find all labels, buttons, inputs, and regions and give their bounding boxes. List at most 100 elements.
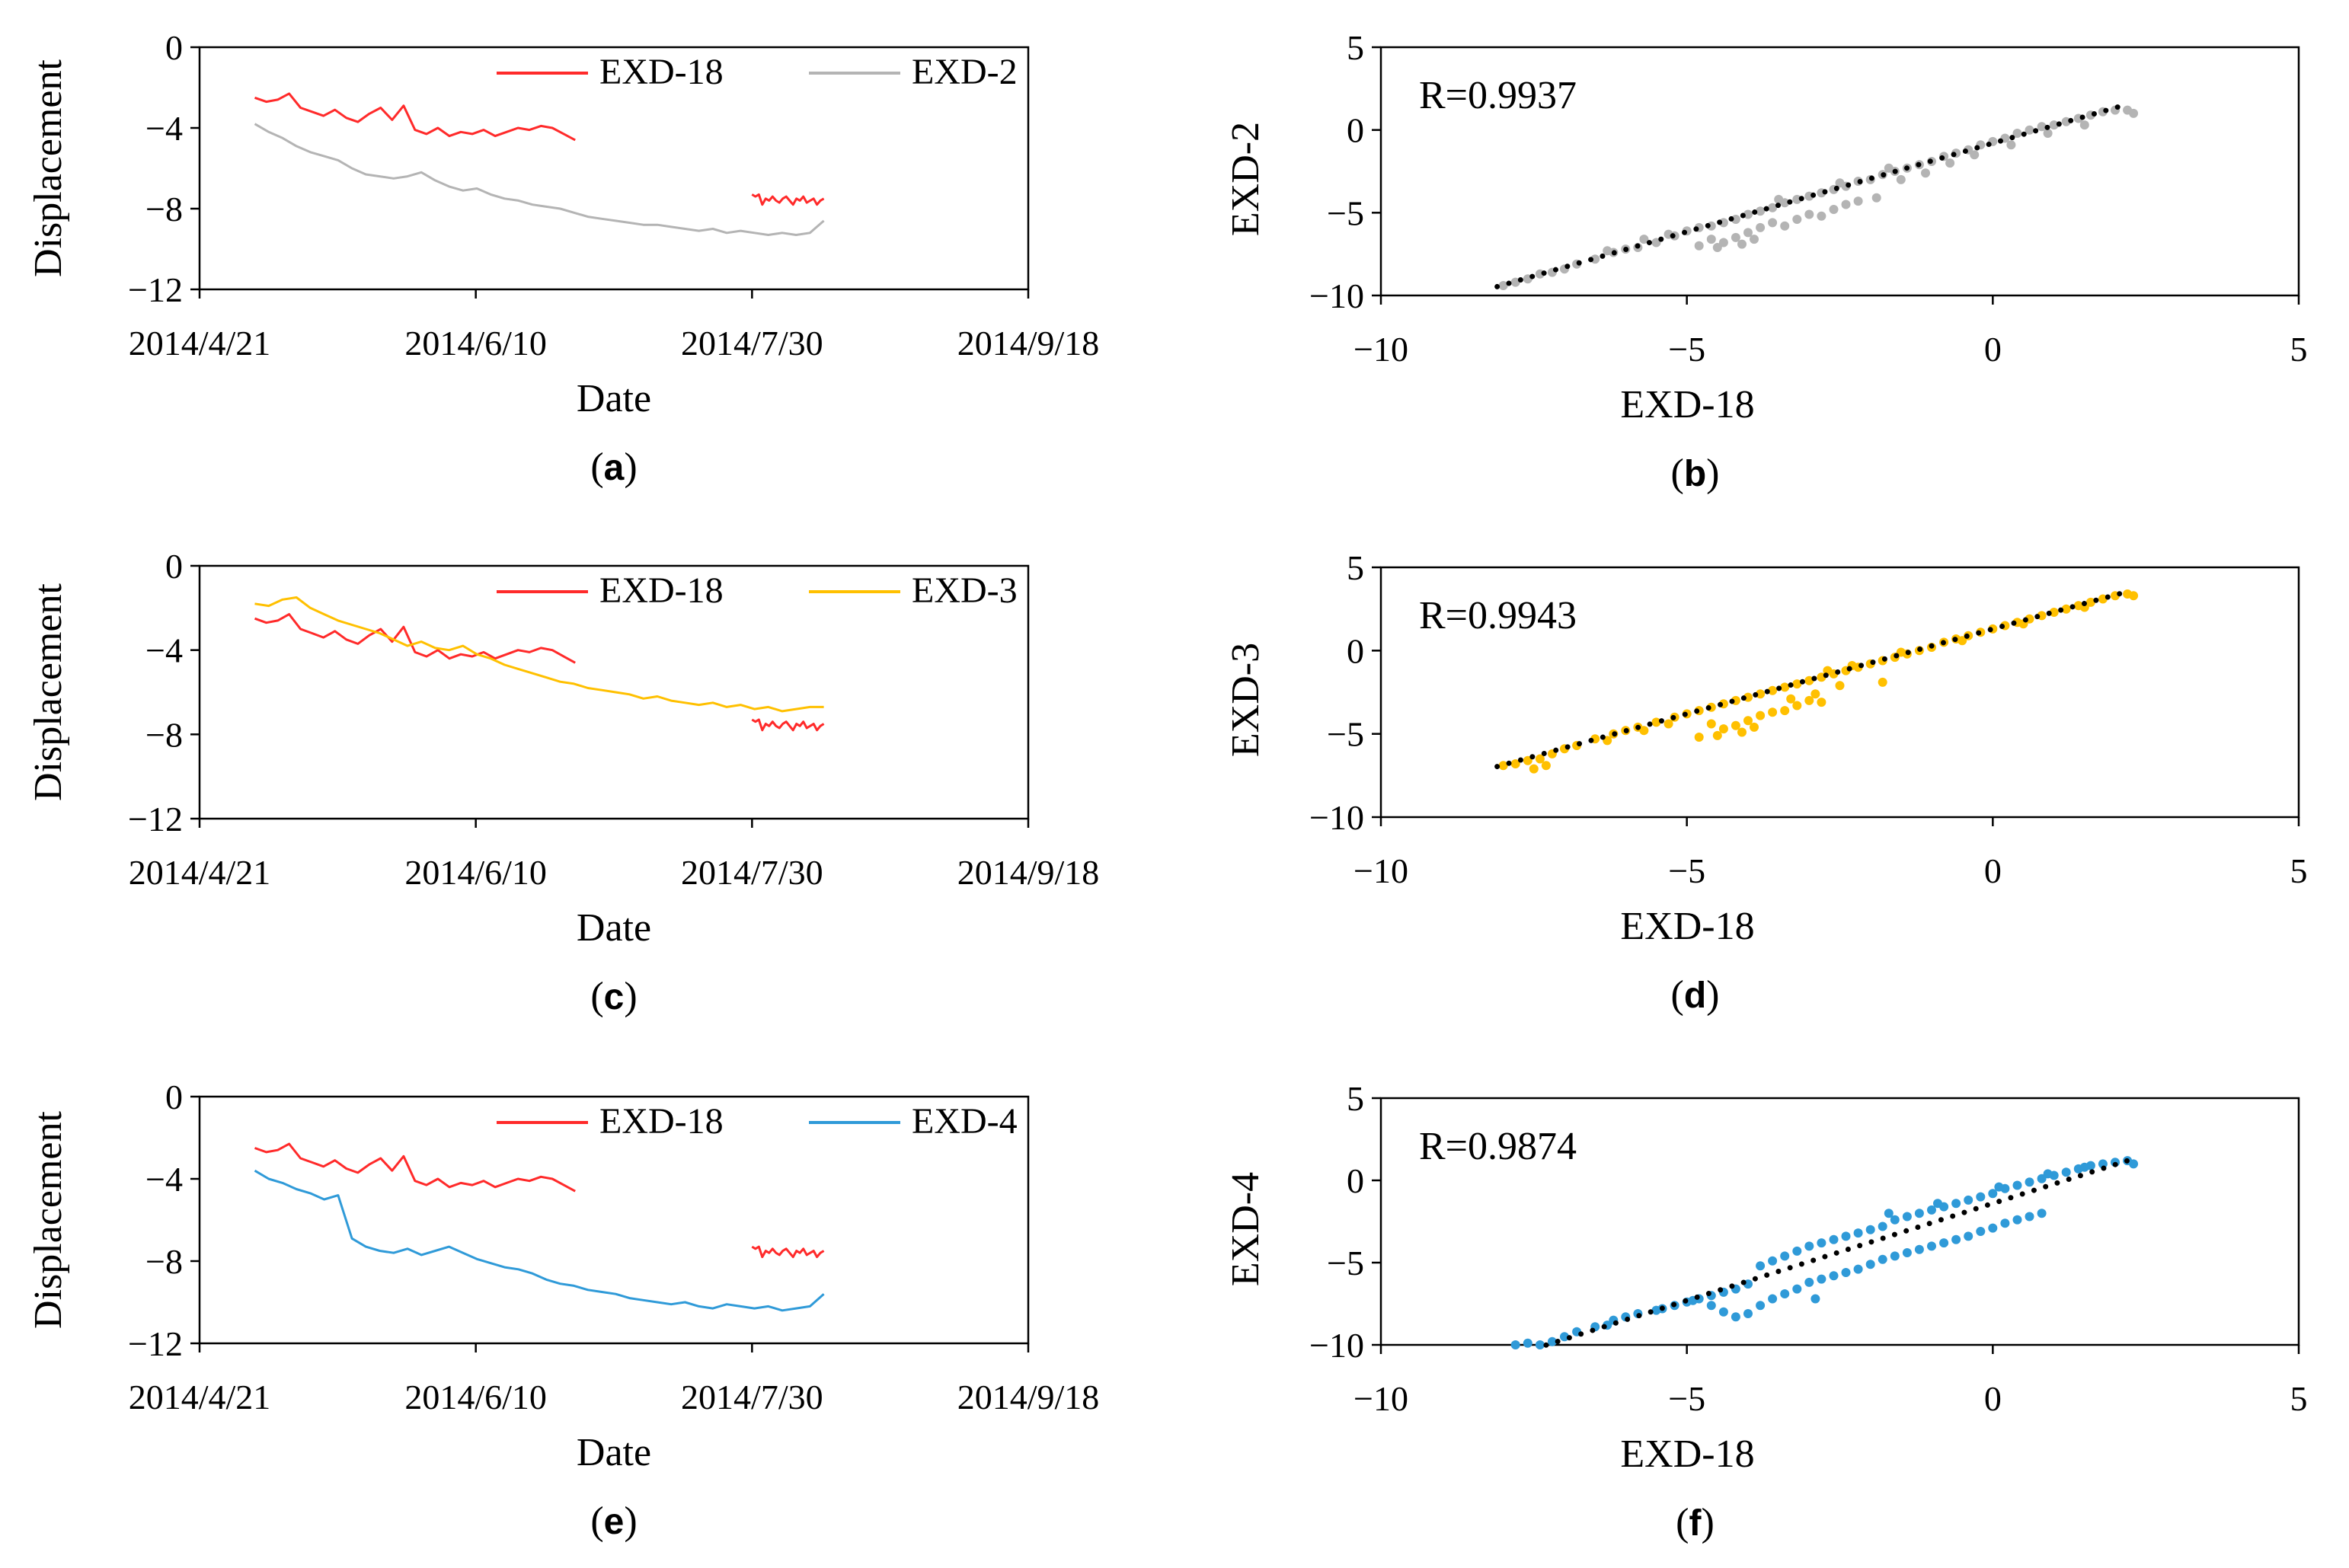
panel-f-data-point bbox=[1817, 1274, 1826, 1284]
panel-d-data-point bbox=[1663, 719, 1673, 729]
panel-f-data-point bbox=[1878, 1222, 1887, 1231]
panel-f-data-point bbox=[1976, 1192, 1986, 1202]
panel-f-data-point bbox=[1756, 1301, 1766, 1311]
panel-f-data-point bbox=[1523, 1338, 1532, 1348]
panel-e-x-axis-label: Date bbox=[577, 1431, 651, 1474]
panel-b-data-point bbox=[2129, 108, 2139, 118]
panel-d-data-point bbox=[1817, 698, 1826, 707]
panel-d-data-point bbox=[1694, 733, 1704, 742]
panel-a-x-tick-label: 2014/7/30 bbox=[681, 324, 823, 362]
panel-b-data-point bbox=[1750, 235, 1759, 244]
panel-c-x-tick-label: 2014/6/10 bbox=[404, 853, 547, 892]
panel-a-y-tick-label: −8 bbox=[145, 190, 183, 228]
panel-d-data-point bbox=[1768, 685, 1778, 695]
panel-b-x-tick-label: −10 bbox=[1353, 330, 1408, 369]
panel-b-plot-frame bbox=[1379, 46, 2300, 297]
panel-b-data-point bbox=[1921, 168, 1930, 178]
panel-f-data-point bbox=[1878, 1254, 1887, 1264]
panel-a-legend-label-exd-18: EXD-18 bbox=[599, 52, 724, 92]
panel-f-data-point bbox=[1510, 1340, 1520, 1349]
panel-e-x-tick-label: 2014/4/21 bbox=[129, 1378, 271, 1416]
panel-e-caption: (e) bbox=[590, 1499, 637, 1543]
panel-e-y-tick-label: −12 bbox=[128, 1324, 183, 1363]
panel-b-data-point bbox=[2037, 122, 2047, 132]
panel-b-data-point bbox=[1780, 221, 1790, 231]
panel-c-series-exd-18-line-0 bbox=[254, 613, 576, 664]
panel-b-data-point bbox=[1896, 174, 1906, 184]
panel-d-y-tick-label: 5 bbox=[1347, 548, 1364, 587]
panel-b-data-point bbox=[1590, 254, 1600, 264]
panel-f-data-point bbox=[1951, 1234, 1961, 1244]
panel-f-x-tick-label: 5 bbox=[2290, 1379, 2308, 1418]
panel-f-data-point bbox=[1780, 1289, 1790, 1298]
panel-b-data-point bbox=[1853, 196, 1863, 206]
panel-d-data-point bbox=[1780, 682, 1790, 692]
panel-b-data-point bbox=[1871, 193, 1881, 203]
panel-d-data-point bbox=[1510, 759, 1520, 768]
panel-c-y-axis-label: Displacement bbox=[27, 583, 70, 801]
panel-f-data-point bbox=[2025, 1212, 2034, 1222]
panel-d-data-point bbox=[1835, 681, 1845, 691]
panel-f-data-point bbox=[1853, 1264, 1863, 1274]
panel-d-data-point bbox=[1651, 717, 1661, 727]
panel-b-data-point bbox=[1829, 205, 1839, 214]
panel-d-data-point bbox=[1750, 722, 1759, 732]
panel-d-data-point bbox=[1804, 675, 1814, 685]
panel-b-data-point bbox=[1743, 228, 1753, 238]
panel-d-data-point bbox=[1523, 755, 1532, 765]
panel-b-data-point bbox=[1731, 215, 1740, 224]
panel-b-data-point bbox=[1712, 243, 1722, 252]
panel-b-data-point bbox=[1817, 211, 1826, 221]
panel-e-y-tick-label: 0 bbox=[165, 1078, 183, 1116]
panel-f-data-point bbox=[1853, 1228, 1863, 1238]
panel-b-data-point bbox=[2049, 120, 2059, 130]
panel-f-data-point bbox=[1933, 1199, 1942, 1209]
panel-d-data-point bbox=[1712, 730, 1722, 740]
panel-f-data-point bbox=[1927, 1241, 1936, 1251]
panel-b-data-point bbox=[1743, 209, 1753, 219]
panel-f-data-point bbox=[1780, 1251, 1790, 1261]
panel-f-data-point bbox=[1976, 1227, 1986, 1236]
panel-b-data-point bbox=[1841, 200, 1851, 209]
panel-d-data-point bbox=[1756, 689, 1766, 699]
panel-f-y-tick-label: −5 bbox=[1327, 1244, 1364, 1282]
panel-d-data-point bbox=[2085, 597, 2095, 607]
panel-f-data-point bbox=[1810, 1294, 1820, 1304]
panel-f-data-point bbox=[1829, 1271, 1839, 1281]
panel-d-data-point bbox=[1535, 754, 1545, 764]
panel-b-data-point bbox=[1756, 206, 1766, 216]
panel-b-x-tick-label: 5 bbox=[2290, 330, 2308, 369]
panel-b-x-tick-label: 0 bbox=[1984, 330, 2002, 369]
panel-a-y-tick-label: −4 bbox=[145, 109, 183, 148]
panel-f-y-tick-label: −10 bbox=[1309, 1326, 1364, 1365]
panel-b-data-point bbox=[1774, 194, 1784, 204]
panel-f-data-point bbox=[2037, 1174, 2047, 1183]
panel-b-x-tick-label: −5 bbox=[1668, 330, 1705, 369]
panel-d-y-tick-label: 0 bbox=[1347, 631, 1364, 670]
panel-f-data-point bbox=[1964, 1231, 1973, 1241]
panel-e-y-tick-label: −4 bbox=[145, 1160, 183, 1199]
panel-b-data-point bbox=[2025, 125, 2034, 135]
panel-f-data-point bbox=[1756, 1261, 1766, 1271]
panel-b-x-axis-label: EXD-18 bbox=[1620, 383, 1754, 426]
panel-d-data-point bbox=[1737, 727, 1747, 737]
panel-d-data-point bbox=[1804, 695, 1814, 705]
panel-c-series-exd-3-line-0 bbox=[254, 596, 824, 713]
panel-c-y-tick-label: −8 bbox=[145, 715, 183, 754]
panel-c-series-exd-18-line-1 bbox=[751, 718, 825, 732]
panel-d-y-tick-label: −5 bbox=[1327, 715, 1364, 754]
panel-e-x-tick-label: 2014/7/30 bbox=[681, 1378, 823, 1416]
panel-b-trend-line bbox=[1494, 101, 2130, 289]
panel-f-data-point bbox=[1902, 1212, 1912, 1222]
panel-b-y-tick-label: 5 bbox=[1347, 28, 1364, 67]
panel-f-x-tick-label: −5 bbox=[1668, 1379, 1705, 1418]
panel-d-x-tick-label: −10 bbox=[1353, 851, 1408, 890]
panel-b-data-point bbox=[1603, 246, 1612, 256]
panel-d-data-point bbox=[1786, 694, 1796, 704]
panel-b-correlation-annotation: R=0.9937 bbox=[1419, 74, 1577, 117]
panel-f-data-point bbox=[2129, 1159, 2139, 1169]
panel-e-series-exd-18-line-1 bbox=[751, 1245, 825, 1259]
panel-b-data-point bbox=[1498, 281, 1508, 290]
panel-e-x-tick-label: 2014/9/18 bbox=[957, 1378, 1100, 1416]
panel-f-data-point bbox=[1817, 1238, 1826, 1248]
